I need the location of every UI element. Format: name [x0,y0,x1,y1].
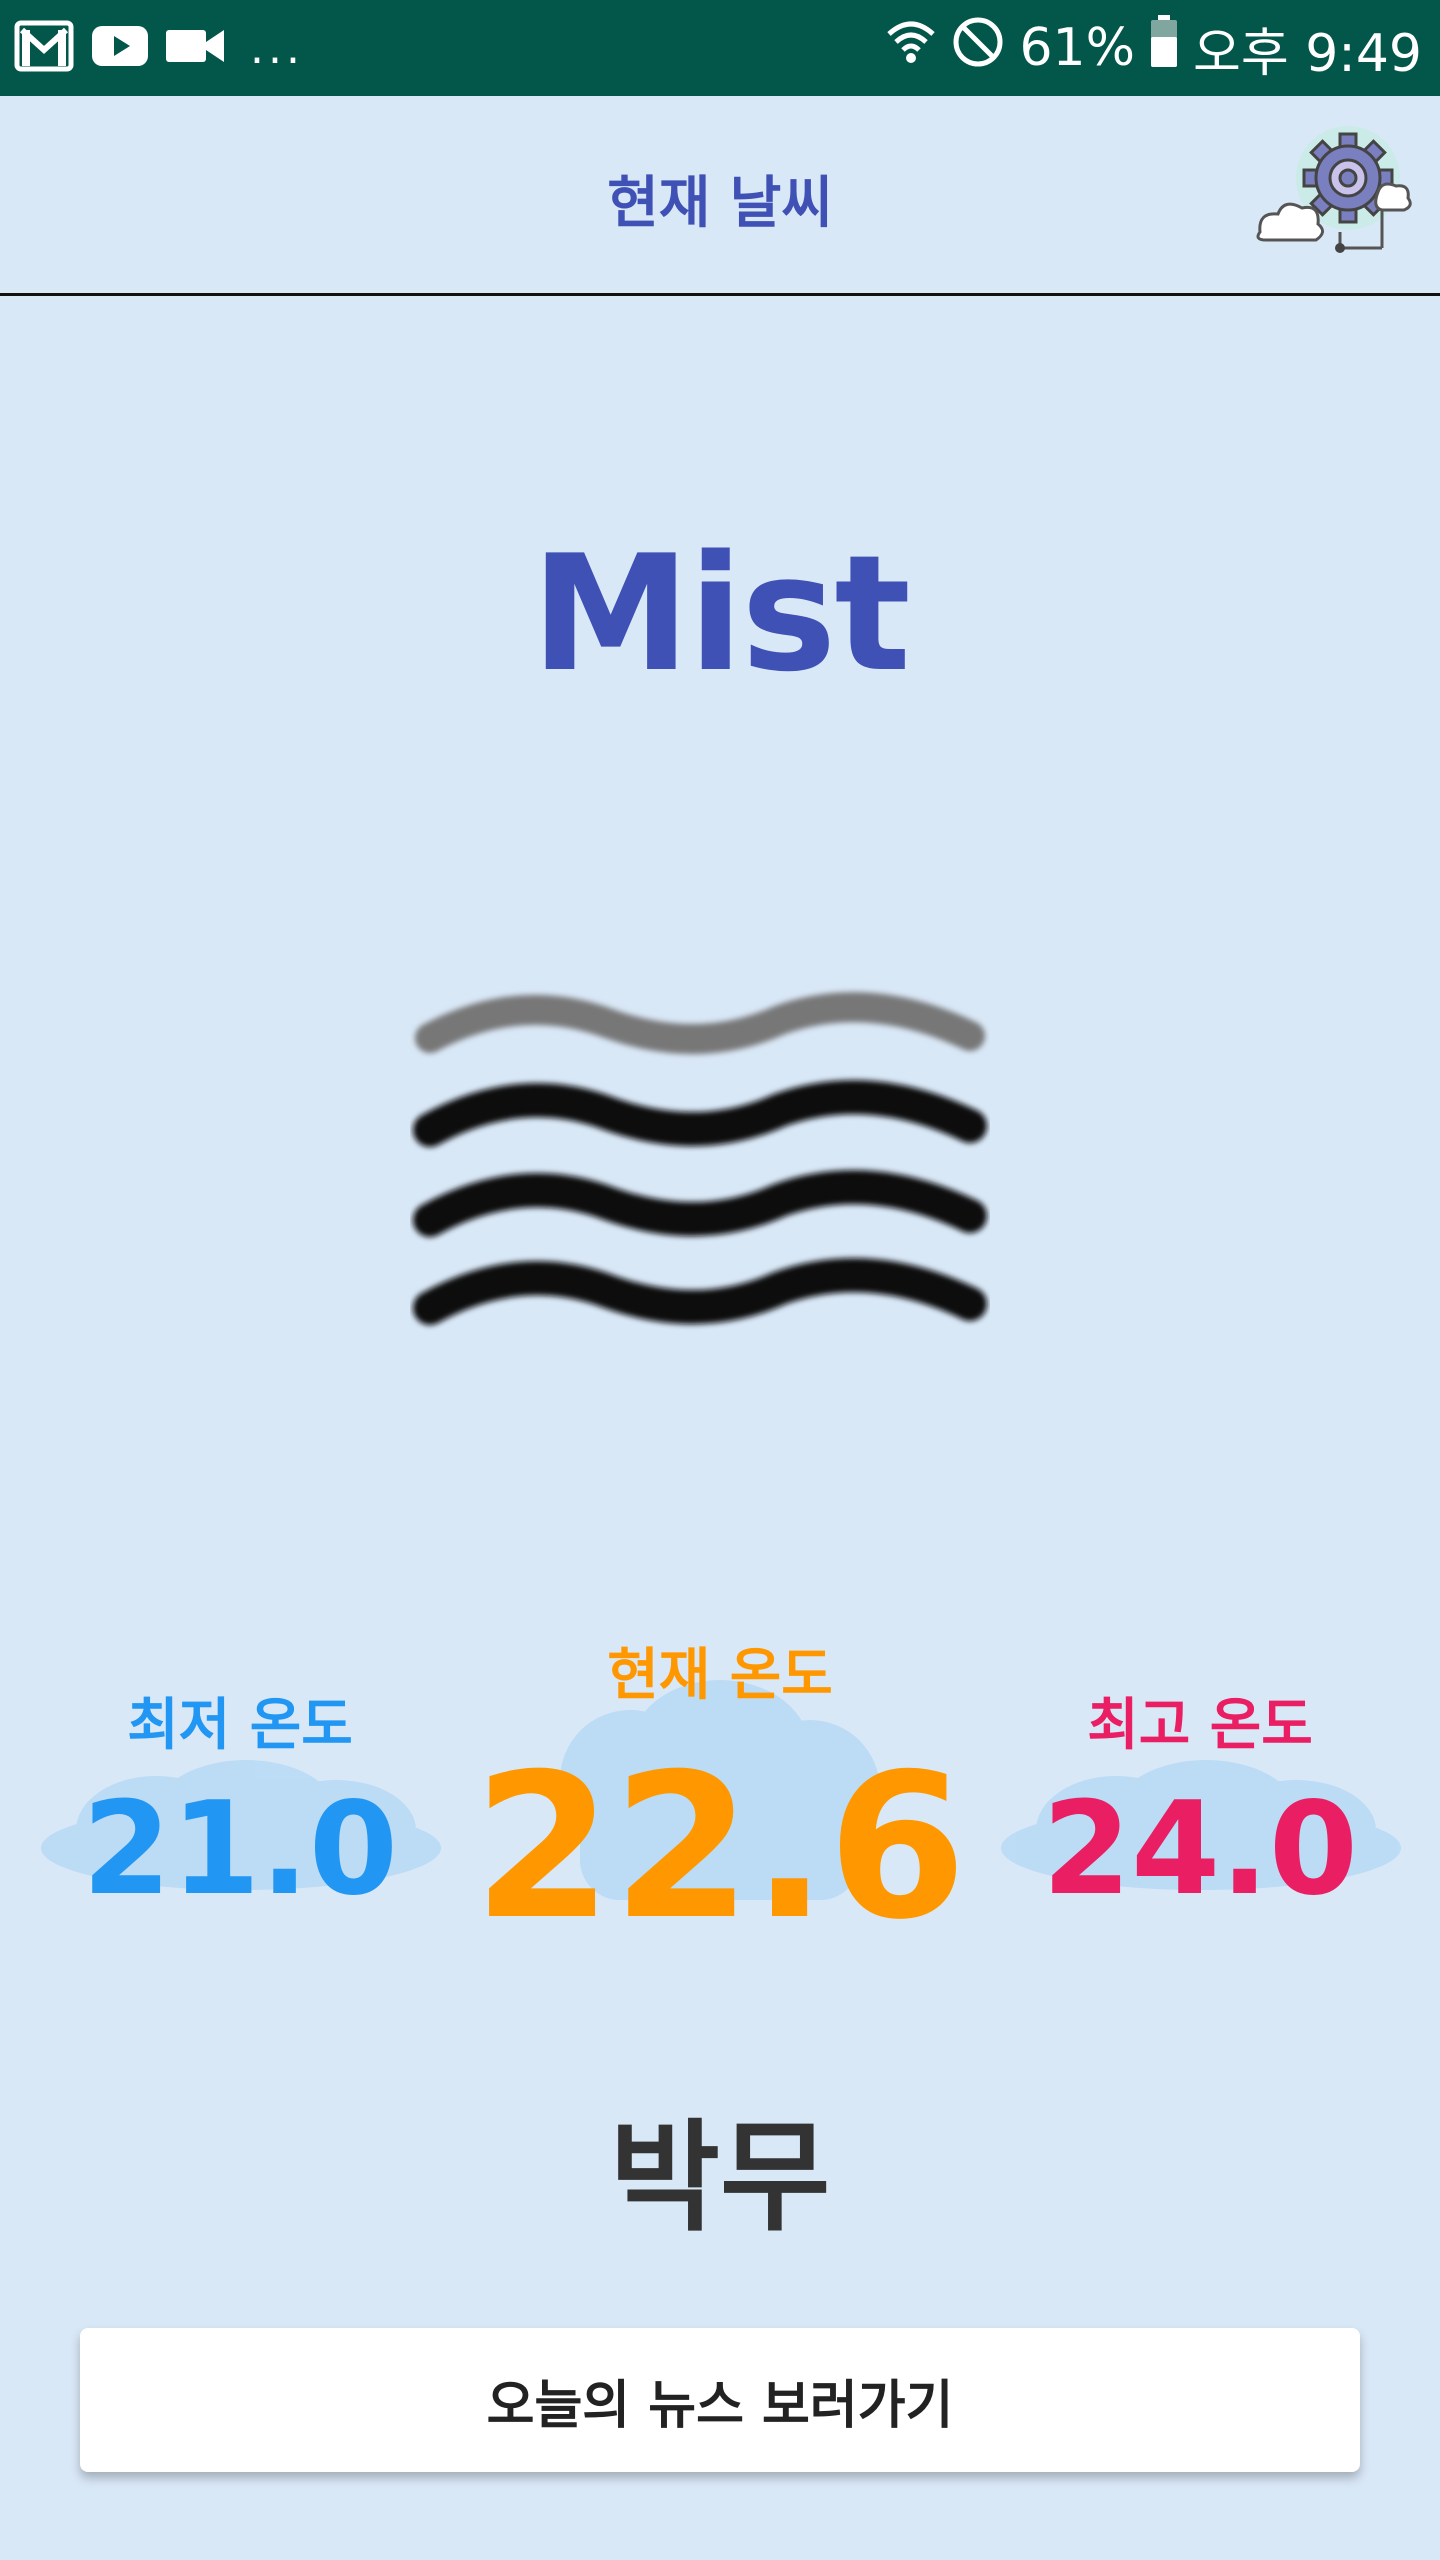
gmail-icon [14,20,74,76]
settings-button[interactable] [1250,120,1420,260]
min-temp-value: 21.0 [82,1775,398,1924]
battery-percent: 61% [1019,18,1136,78]
weather-description: 박무 [609,2109,831,2248]
news-button[interactable]: 오늘의 뉴스 보러가기 [80,2328,1360,2472]
do-not-disturb-icon [951,15,1005,82]
overflow-indicator: ... [250,22,304,74]
gear-icon [1256,126,1412,253]
video-camera-icon [166,28,226,68]
wifi-icon [885,16,937,81]
min-temp-label: 최저 온도 [127,1693,353,1758]
clock: 오후 9:49 [1193,23,1422,84]
min-temperature: 최저 온도 21.0 [30,1680,450,1924]
max-temp-label: 최고 온도 [1087,1693,1313,1758]
page-title: 현재 날씨 [607,171,833,236]
app-bar: 현재 날씨 [0,96,1440,296]
current-temperature: 현재 온도 22.6 [470,1630,970,1964]
max-temp-value: 24.0 [1042,1775,1358,1924]
current-temp-cloud [560,1680,880,1900]
min-temp-cloud [41,1760,441,1890]
current-temp-value: 22.6 [473,1731,967,1964]
youtube-icon [92,26,148,70]
weather-condition: Mist [531,520,911,707]
battery-icon [1149,14,1179,82]
status-bar: ... 61% 오후 9:49 [0,0,1440,96]
current-temp-label: 현재 온도 [607,1643,833,1708]
max-temp-cloud [1001,1760,1401,1890]
max-temperature: 최고 온도 24.0 [990,1680,1410,1924]
mist-icon [410,980,990,1340]
